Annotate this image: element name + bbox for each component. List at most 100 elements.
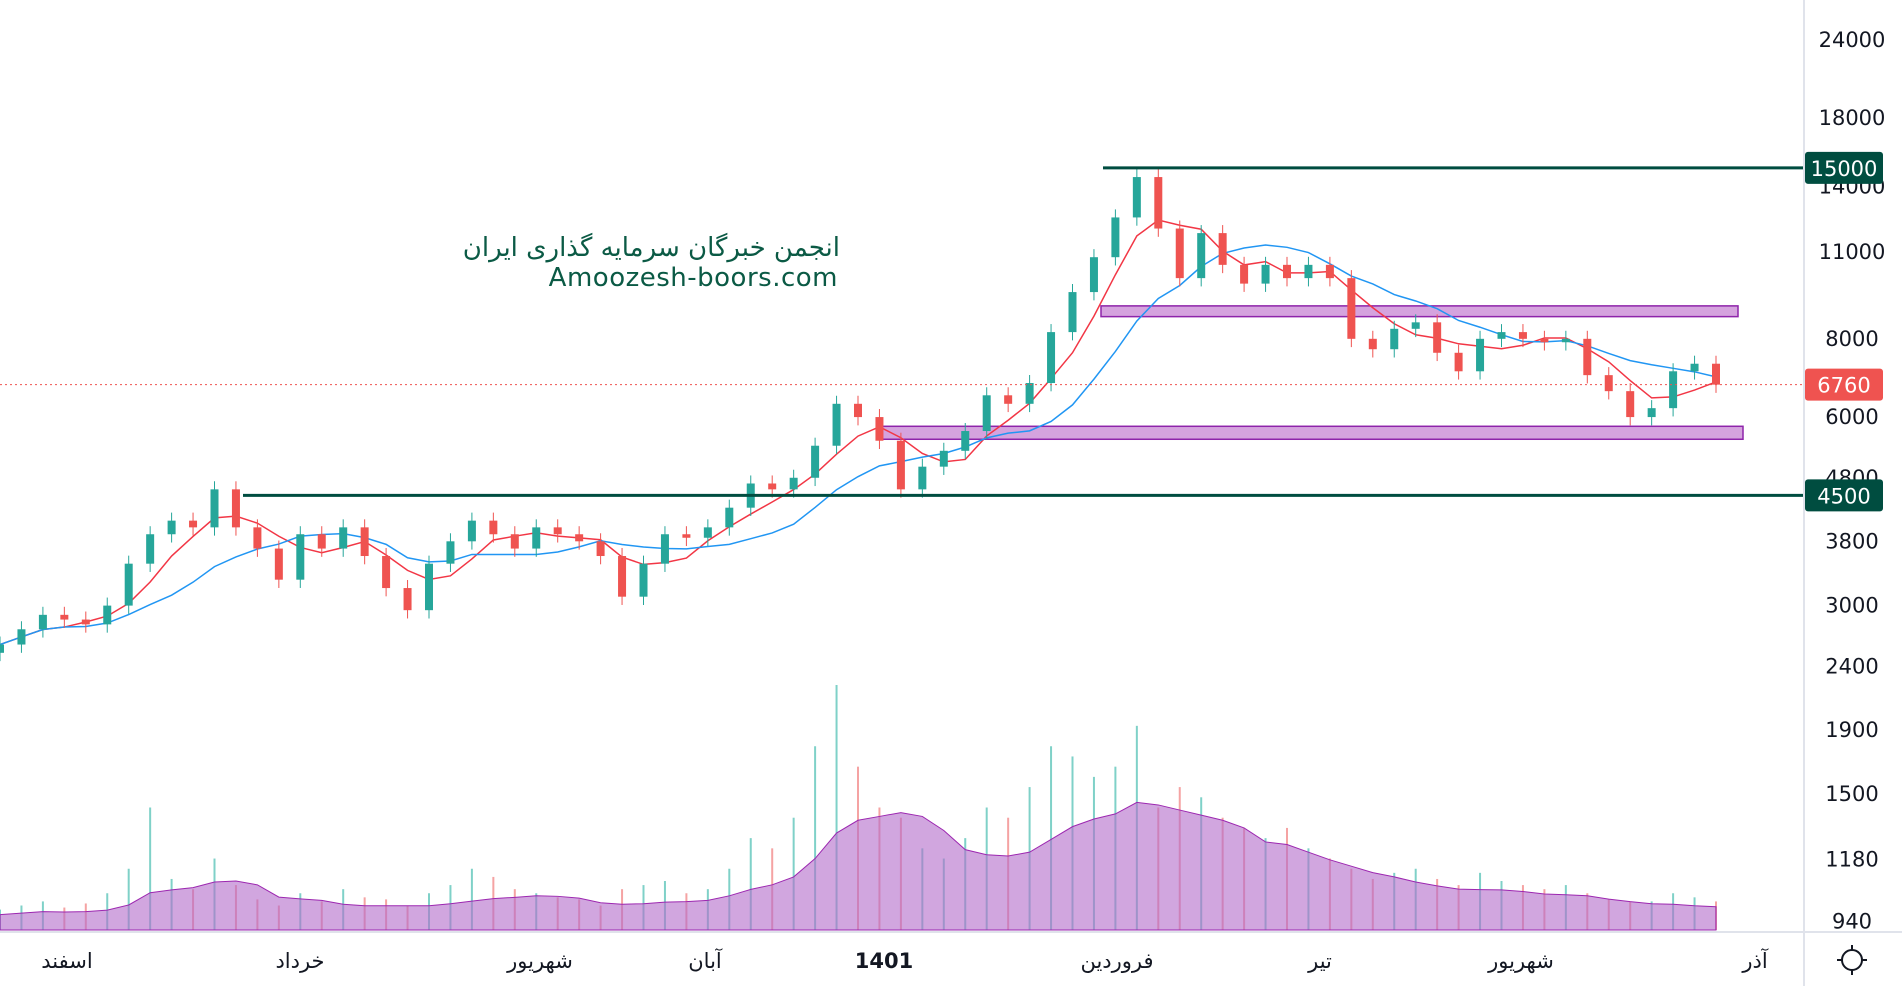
- candle-body: [939, 450, 948, 467]
- time-axis-label: تیر: [1307, 949, 1332, 973]
- last-price-tag-bg: [1805, 368, 1883, 401]
- candle-body: [832, 403, 841, 446]
- candle-body: [1561, 338, 1570, 343]
- price-tick-label: 11000: [1819, 240, 1886, 264]
- last-price-tag: 6760: [1817, 374, 1870, 398]
- candle-body: [382, 556, 391, 589]
- candle-body: [103, 605, 112, 625]
- candle-body: [875, 417, 884, 441]
- candle-body: [1047, 332, 1056, 384]
- volume-ma-area: [0, 801, 1717, 931]
- candle-body: [1497, 332, 1506, 339]
- candle-body: [274, 548, 283, 580]
- candle-body: [1669, 371, 1678, 409]
- candle-body: [146, 534, 155, 564]
- candle-body: [403, 588, 412, 611]
- candle-body: [210, 489, 219, 528]
- candle-body: [1283, 264, 1291, 279]
- candle-body: [918, 466, 927, 490]
- candle-body: [596, 541, 605, 557]
- candle-body: [296, 534, 305, 580]
- candle-body: [1004, 395, 1013, 404]
- candle-body: [1175, 228, 1184, 279]
- candle-body: [1647, 408, 1656, 418]
- candle-body: [682, 534, 691, 538]
- candle-body: [446, 541, 455, 564]
- candle-body: [1347, 278, 1356, 339]
- candle-body: [1411, 322, 1420, 329]
- candle-body: [1325, 264, 1334, 279]
- time-axis-label: شهریور: [1487, 949, 1554, 973]
- price-tick-label: 8000: [1825, 327, 1878, 351]
- time-axis-label: فروردین: [1080, 949, 1153, 973]
- candle-body: [1304, 264, 1313, 279]
- time-axis-label: 1401: [855, 949, 913, 973]
- candle-body: [982, 395, 991, 432]
- candle-body: [1197, 233, 1206, 279]
- volume-bar: [1050, 746, 1053, 930]
- price-tick-label: 2400: [1825, 654, 1878, 678]
- candle-body: [768, 483, 777, 490]
- time-axis-label: آبان: [688, 948, 723, 973]
- candle-body: [60, 614, 69, 620]
- candle-body: [553, 527, 562, 535]
- price-tick-label: 18000: [1819, 106, 1886, 130]
- time-axis-label: شهریور: [506, 949, 573, 973]
- candle-body: [1626, 391, 1635, 418]
- candle-body: [1068, 292, 1077, 333]
- volume-bar: [149, 807, 152, 930]
- candle-body: [1111, 217, 1120, 258]
- candle-body: [1712, 363, 1720, 385]
- candle-body: [81, 619, 90, 625]
- candle-body: [1025, 383, 1034, 404]
- time-axis-label: خرداد: [275, 949, 324, 973]
- candle-body: [231, 489, 240, 528]
- watermark-persian: انجمن خبرگان سرمایه گذاری ایران: [462, 233, 840, 263]
- candle-body: [725, 507, 734, 528]
- settings-gear-icon[interactable]: [1837, 945, 1867, 975]
- candle-body: [811, 445, 820, 478]
- candle-body: [1154, 177, 1163, 229]
- candle-body: [124, 563, 133, 606]
- candle-body: [425, 563, 433, 611]
- candle-body: [789, 477, 798, 490]
- price-tick-label: 1900: [1825, 718, 1878, 742]
- ma-slow-line: [0, 244, 1717, 646]
- level-price-tag-bg: [1805, 151, 1883, 184]
- candle-body: [896, 440, 905, 490]
- candle-body: [489, 520, 498, 535]
- price-tick-label: 6000: [1825, 405, 1878, 429]
- candle-body: [618, 556, 627, 597]
- volume-bar: [749, 838, 752, 930]
- candle-body: [1540, 338, 1549, 343]
- candle-body: [1583, 338, 1592, 376]
- candle-body: [467, 520, 476, 542]
- candle-body: [1218, 233, 1227, 265]
- candle-body: [854, 403, 862, 418]
- price-tick-label: 940: [1832, 909, 1872, 933]
- candle-body: [575, 534, 584, 542]
- price-tick-label: 1500: [1825, 782, 1878, 806]
- price-tick-label: 3800: [1825, 529, 1878, 553]
- candle-body: [1368, 338, 1377, 350]
- level-price-tag-bg: [1805, 479, 1883, 512]
- candle-body: [167, 520, 176, 535]
- candle-body: [339, 527, 348, 549]
- price-tick-label: 24000: [1819, 28, 1886, 52]
- candle-body: [189, 520, 198, 528]
- candle-body: [660, 534, 669, 564]
- candle-body: [253, 527, 262, 549]
- candle-body: [510, 534, 519, 549]
- volume-bar: [127, 868, 130, 930]
- candle-body: [317, 534, 326, 549]
- volume-bar: [835, 685, 838, 930]
- watermark-url: Amoozesh-boors.com: [548, 263, 838, 293]
- support-resistance-zone: [1100, 305, 1739, 318]
- level-price-tag: 4500: [1817, 484, 1870, 508]
- time-axis-label: آذر: [1741, 948, 1768, 973]
- candle-body: [1690, 363, 1699, 372]
- candle-body: [17, 629, 26, 645]
- candle-body: [532, 527, 541, 549]
- candle-body: [1261, 264, 1270, 284]
